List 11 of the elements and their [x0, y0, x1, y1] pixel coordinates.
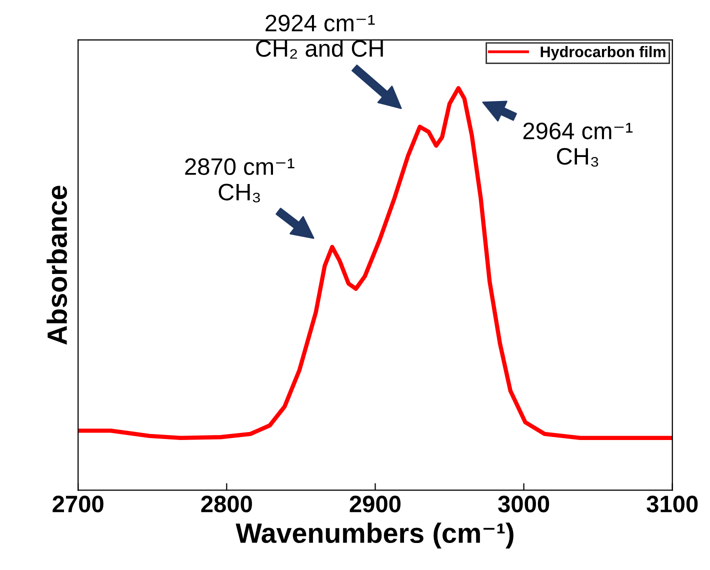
- x-tick-label: 2800: [201, 496, 252, 512]
- x-axis-title: Wavenumbers (cm⁻¹): [236, 522, 514, 549]
- x-tick-label: 3100: [646, 496, 698, 512]
- x-tick-label: 2700: [52, 496, 104, 512]
- x-tick-label: 3000: [498, 496, 550, 512]
- text: 2924 cm⁻¹ CH₂ and CH: [256, 14, 383, 59]
- x-tick-label: 2900: [350, 496, 401, 512]
- y-axis-title: Absorbance: [46, 186, 68, 345]
- legend-label: Hydrocarbon film: [540, 46, 666, 60]
- annotation: 2964 cm⁻¹ CH₃: [523, 122, 633, 167]
- annotation: 2870 cm⁻¹ CH₃: [185, 158, 294, 202]
